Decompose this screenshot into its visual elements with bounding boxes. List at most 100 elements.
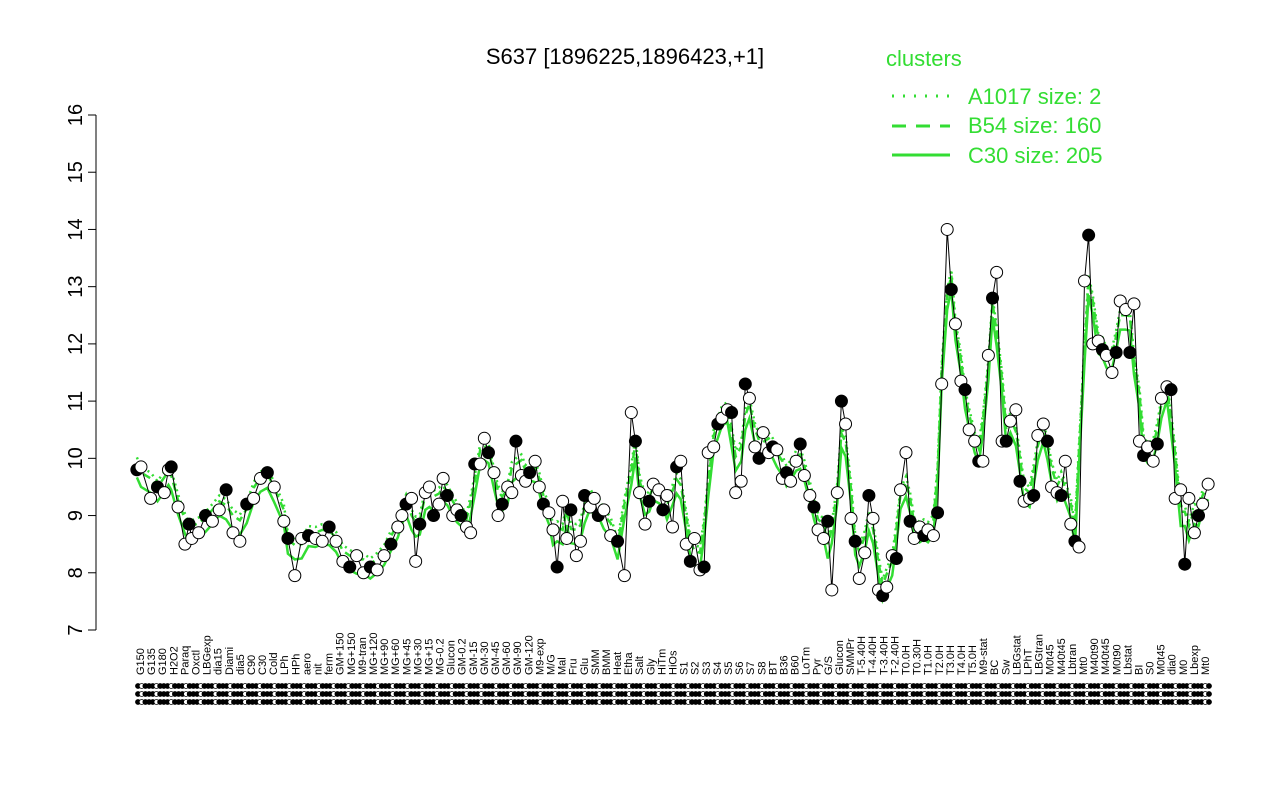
data-point	[267, 480, 281, 494]
x-tick-label: M40t90	[1089, 638, 1101, 675]
x-tick-label: GM-90	[512, 641, 524, 675]
x-tick-label: G180	[157, 648, 169, 675]
x-tick-label: T1.0H	[923, 645, 935, 675]
data-point	[315, 534, 329, 548]
data-point	[481, 446, 495, 460]
data-point	[848, 534, 862, 548]
x-tick-label: M/G	[545, 654, 557, 675]
data-point	[893, 483, 907, 497]
data-point	[1154, 391, 1168, 405]
data-point	[436, 471, 450, 485]
data-point	[532, 480, 546, 494]
x-tick-label: GM-15	[468, 641, 480, 675]
data-point	[948, 317, 962, 331]
data-point	[391, 520, 405, 534]
data-point	[212, 503, 226, 517]
data-point	[642, 494, 656, 508]
x-tick-label: GM-120	[523, 635, 535, 675]
data-point	[1036, 417, 1050, 431]
x-tick-label: S8	[756, 662, 768, 675]
x-tick-label: BI	[1133, 665, 1145, 675]
x-tick-label: aero	[301, 653, 313, 675]
x-sample-marker	[1206, 683, 1212, 689]
x-tick-label: T-3.40H	[878, 636, 890, 675]
x-tick-label: HiOs	[668, 650, 680, 675]
y-tick-label: 7	[65, 624, 87, 635]
data-point	[742, 391, 756, 405]
x-tick-label: C30	[257, 655, 269, 675]
data-point	[899, 446, 913, 460]
data-point	[770, 443, 784, 457]
x-sample-marker	[1206, 691, 1212, 697]
x-tick-label: M0t90	[1111, 644, 1123, 675]
data-point	[528, 454, 542, 468]
data-point	[226, 526, 240, 540]
x-tick-label: M40t45	[1100, 638, 1112, 675]
x-tick-label: LBGtran	[1034, 634, 1046, 675]
data-point	[624, 406, 638, 420]
data-point	[926, 529, 940, 543]
data-point	[1105, 366, 1119, 379]
x-tick-label: HPh	[290, 654, 302, 675]
data-point	[322, 520, 336, 534]
data-point	[1164, 383, 1178, 397]
x-tick-label: LPh	[279, 655, 291, 675]
data-point	[674, 454, 688, 468]
data-point	[569, 549, 583, 563]
x-sample-marker	[1206, 699, 1212, 705]
x-tick-label: Mal	[557, 657, 569, 675]
data-point	[473, 457, 487, 471]
data-point	[940, 222, 954, 236]
data-point	[505, 486, 519, 500]
data-point	[729, 486, 743, 500]
data-point	[1009, 403, 1023, 417]
x-tick-label: Heat	[612, 652, 624, 675]
x-tick-label: MG+15	[423, 639, 435, 675]
legend-entry-b54: B54 size: 160	[968, 113, 1101, 138]
data-point	[990, 265, 1004, 279]
data-point	[192, 526, 206, 540]
data-point	[281, 531, 295, 545]
x-tick-label: H2O2	[168, 646, 180, 675]
data-point	[738, 377, 752, 391]
x-tick-label: S6	[734, 662, 746, 675]
x-tick-label: S4	[712, 662, 724, 675]
data-point	[509, 434, 523, 448]
x-tick-label: Cold	[268, 652, 280, 675]
data-point	[734, 474, 748, 488]
data-point	[560, 531, 574, 545]
data-point	[748, 440, 762, 454]
data-point	[1109, 345, 1123, 359]
data-point	[477, 431, 491, 445]
x-tick-label: MG-0.2	[435, 638, 447, 675]
x-tick-label: T0.30H	[912, 639, 924, 675]
x-tick-label: Lbtran	[1067, 644, 1079, 675]
legend-entry-a1017: A1017 size: 2	[968, 84, 1101, 109]
data-point	[935, 377, 949, 391]
data-point	[329, 534, 343, 548]
data-point	[944, 283, 958, 297]
data-point	[260, 466, 274, 480]
x-tick-label: T4.0H	[956, 645, 968, 675]
data-point	[1187, 526, 1201, 540]
data-point	[277, 514, 291, 528]
x-tick-label: M0t45	[1156, 644, 1168, 675]
data-point	[542, 506, 556, 520]
data-point	[683, 554, 697, 568]
x-tick-label: T0.0H	[900, 645, 912, 675]
data-point	[409, 554, 423, 568]
x-tick-label: BC	[989, 660, 1001, 675]
x-tick-label: MG+45	[401, 639, 413, 675]
data-point	[343, 560, 357, 574]
data-point	[628, 434, 642, 448]
y-tick-label: 9	[65, 510, 87, 521]
x-tick-label: LoTm	[801, 647, 813, 675]
y-tick-label: 10	[65, 447, 87, 469]
x-tick-label: M9-tran	[357, 637, 369, 675]
data-point	[487, 466, 501, 480]
data-point	[564, 503, 578, 517]
x-tick-label: LPhT	[1023, 648, 1035, 675]
data-point	[405, 491, 419, 505]
x-tick-label: Lbstat	[1122, 645, 1134, 675]
